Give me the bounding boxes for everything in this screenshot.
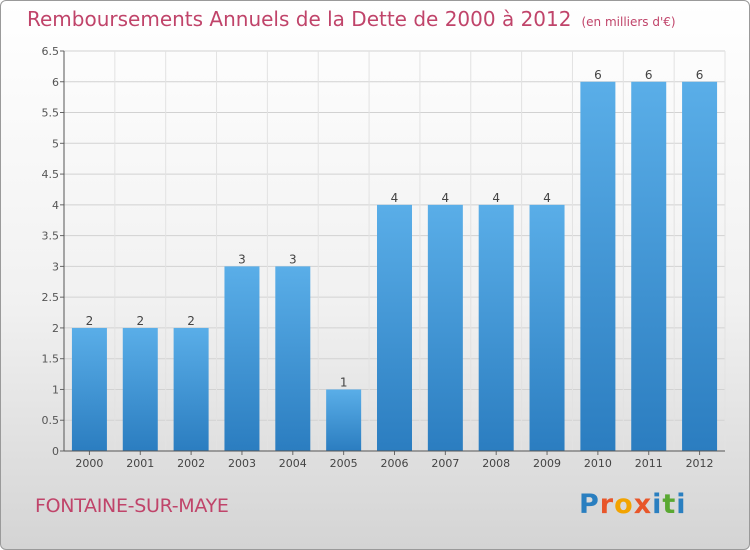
title-text: Remboursements Annuels de la Dette de 20…: [27, 7, 572, 31]
x-tick-label: 2011: [635, 457, 663, 470]
x-tick-label: 2000: [75, 457, 103, 470]
x-tick-label: 2012: [686, 457, 714, 470]
y-tick-label: 0: [52, 445, 59, 458]
data-label: 2: [187, 314, 195, 328]
x-tick-label: 2001: [126, 457, 154, 470]
data-label: 6: [696, 68, 704, 82]
bars: 2 2 2 3 3 1 4 4 4 4 6 6 6: [71, 68, 718, 452]
bar: [631, 81, 667, 452]
y-tick-label: 3: [52, 260, 59, 273]
x-tick-label: 2005: [330, 457, 358, 470]
proxiti-logo: Proxiti: [579, 489, 687, 520]
commune-name: FONTAINE-SUR-MAYE: [35, 495, 229, 517]
y-tick-label: 6: [52, 76, 59, 89]
y-tick-label: 0.5: [42, 414, 60, 427]
x-tick-label: 2006: [381, 457, 409, 470]
y-tick-label: 3.5: [42, 230, 60, 243]
data-label: 2: [86, 314, 94, 328]
x-tick-label: 2003: [228, 457, 256, 470]
bar: [682, 81, 718, 452]
data-label: 4: [543, 191, 551, 205]
bar: [173, 327, 209, 451]
y-tick-label: 5: [52, 137, 59, 150]
bar: [478, 204, 514, 451]
data-label: 6: [645, 68, 653, 82]
bar: [224, 266, 260, 451]
y-tick-label: 1.5: [42, 353, 60, 366]
bar: [326, 389, 362, 451]
data-label: 4: [442, 191, 450, 205]
bar: [275, 266, 311, 451]
y-tick-label: 2: [52, 322, 59, 335]
unit-label: (en milliers d'€): [581, 15, 676, 29]
bar: [122, 327, 158, 451]
x-tick-label: 2009: [533, 457, 561, 470]
y-tick-label: 4: [52, 199, 59, 212]
y-tick-label: 4.5: [42, 168, 60, 181]
data-label: 3: [289, 252, 297, 266]
y-tick-label: 2.5: [42, 291, 60, 304]
bar: [580, 81, 616, 452]
bar: [529, 204, 565, 451]
data-label: 3: [238, 252, 246, 266]
bar: [71, 327, 107, 451]
data-label: 2: [136, 314, 144, 328]
data-label: 6: [594, 68, 602, 82]
x-tick-label: 2004: [279, 457, 307, 470]
bar: [377, 204, 412, 451]
bar: [427, 204, 463, 451]
x-tick-label: 2007: [431, 457, 459, 470]
data-label: 1: [340, 375, 348, 389]
y-tick-label: 1: [52, 383, 59, 396]
x-tick-label: 2002: [177, 457, 205, 470]
axes: 0 0.5 1 1.5 2 2.5 3 3.5 4 4.5 5 5.5 6 6.5 2000 2001 2002…: [42, 45, 725, 470]
x-tick-label: 2010: [584, 457, 612, 470]
y-tick-label: 6.5: [42, 45, 60, 58]
x-tick-label: 2008: [482, 457, 510, 470]
data-label: 4: [492, 191, 500, 205]
data-label: 4: [391, 191, 399, 205]
chart-title: Remboursements Annuels de la Dette de 20…: [27, 7, 676, 31]
y-tick-label: 5.5: [42, 107, 60, 120]
